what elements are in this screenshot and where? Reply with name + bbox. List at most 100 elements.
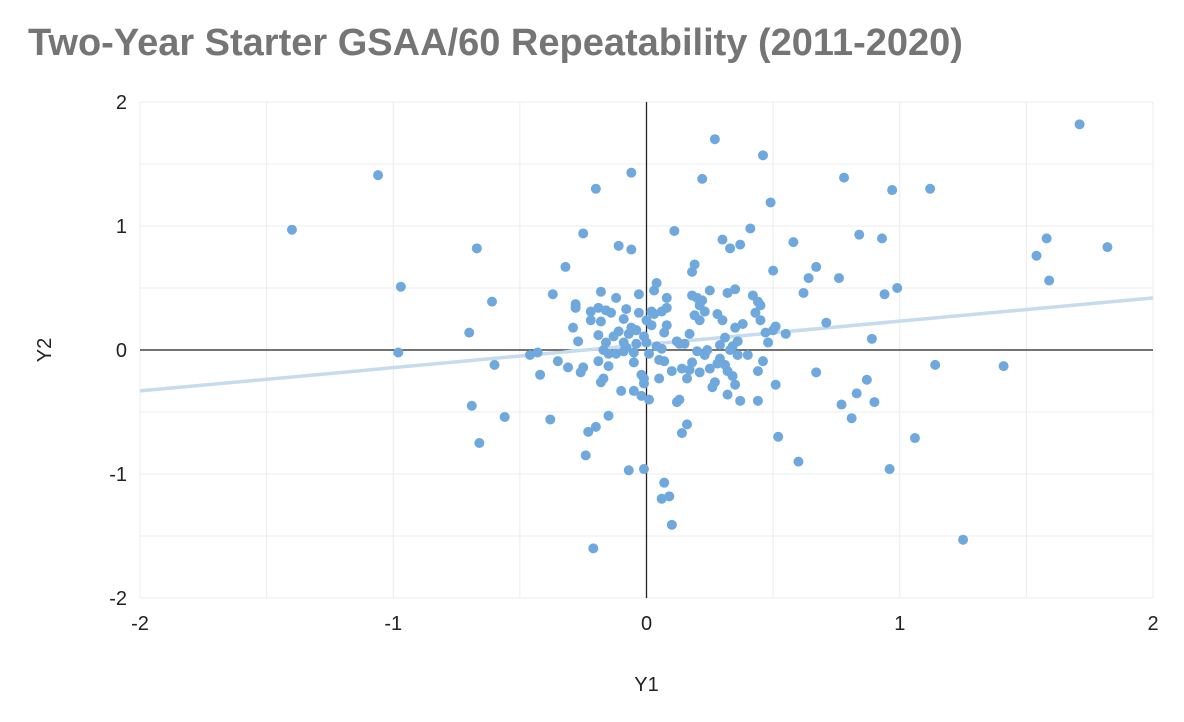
data-point <box>633 307 644 318</box>
data-point <box>580 450 591 461</box>
data-point <box>735 239 746 250</box>
data-point <box>659 477 670 488</box>
data-point <box>793 456 804 467</box>
data-point <box>393 347 404 358</box>
data-point <box>568 322 579 333</box>
data-point <box>909 433 920 444</box>
data-point <box>821 317 832 328</box>
data-point <box>887 185 898 196</box>
data-point <box>798 287 809 298</box>
data-point <box>562 362 573 373</box>
data-point <box>666 366 677 377</box>
data-point <box>717 315 728 326</box>
y-tick-label: 1 <box>116 216 127 238</box>
data-point <box>732 349 743 360</box>
data-point <box>570 302 581 313</box>
data-point <box>1102 242 1113 253</box>
data-point <box>616 385 627 396</box>
data-point <box>702 345 713 355</box>
data-point <box>760 327 771 338</box>
data-point <box>545 414 556 425</box>
data-point <box>1031 250 1042 261</box>
y-tick-label: 0 <box>116 340 127 362</box>
chart-title: Two-Year Starter GSAA/60 Repeatability (… <box>28 22 963 64</box>
data-point <box>535 369 546 380</box>
data-point <box>547 289 558 300</box>
data-point <box>687 357 698 368</box>
data-point <box>621 304 632 315</box>
data-point <box>638 378 649 389</box>
data-point <box>633 289 644 300</box>
data-point <box>666 519 677 530</box>
data-point <box>737 318 748 329</box>
data-point <box>732 336 743 347</box>
data-point <box>1044 275 1055 286</box>
data-point <box>722 287 733 298</box>
data-point <box>709 134 720 145</box>
data-point <box>750 307 761 318</box>
data-point <box>638 464 649 475</box>
data-point <box>613 326 624 337</box>
data-point <box>958 534 969 545</box>
data-point <box>611 348 622 359</box>
data-point <box>694 315 705 326</box>
data-point <box>646 320 657 331</box>
data-point <box>474 438 485 448</box>
data-point <box>560 261 571 272</box>
data-point <box>861 374 872 385</box>
data-point <box>603 410 614 421</box>
data-point <box>644 348 655 359</box>
data-point <box>611 292 622 303</box>
data-point <box>676 428 687 439</box>
x-tick-label: 0 <box>641 613 652 635</box>
data-point <box>659 356 670 367</box>
data-point <box>651 278 662 289</box>
data-point <box>626 244 637 255</box>
data-point <box>752 395 763 406</box>
data-point <box>595 316 606 327</box>
data-point <box>694 367 705 378</box>
x-tick-label: 2 <box>1147 613 1158 635</box>
data-point <box>499 411 510 422</box>
data-point <box>851 388 862 399</box>
data-point <box>745 223 756 234</box>
data-point <box>578 228 589 239</box>
data-point <box>585 306 596 317</box>
data-point <box>525 349 536 360</box>
data-point <box>836 399 847 410</box>
data-point <box>649 309 660 320</box>
data-point <box>598 373 609 384</box>
y-tick-label: -1 <box>109 464 127 486</box>
data-point <box>755 300 766 311</box>
data-point <box>839 172 850 183</box>
data-point <box>593 302 604 313</box>
data-point <box>752 366 763 377</box>
data-point <box>628 347 639 358</box>
x-tick-label: -2 <box>131 613 149 635</box>
data-point <box>704 285 715 296</box>
data-point <box>877 233 888 244</box>
data-point <box>699 306 710 317</box>
data-point <box>628 357 639 368</box>
data-point <box>866 333 877 344</box>
data-points <box>286 119 1113 554</box>
data-point <box>661 292 672 303</box>
data-point <box>884 464 895 475</box>
data-point <box>621 342 632 353</box>
data-point <box>930 359 941 370</box>
data-point <box>854 229 865 240</box>
data-point <box>606 307 617 318</box>
data-point <box>583 426 594 437</box>
data-point <box>742 349 753 360</box>
data-point <box>846 413 857 424</box>
data-point <box>1041 233 1052 244</box>
data-point <box>585 315 596 326</box>
data-point <box>833 273 844 284</box>
data-point <box>613 240 624 251</box>
data-point <box>489 359 500 370</box>
data-point <box>803 273 814 284</box>
data-point <box>661 320 672 331</box>
data-point <box>998 361 1009 372</box>
